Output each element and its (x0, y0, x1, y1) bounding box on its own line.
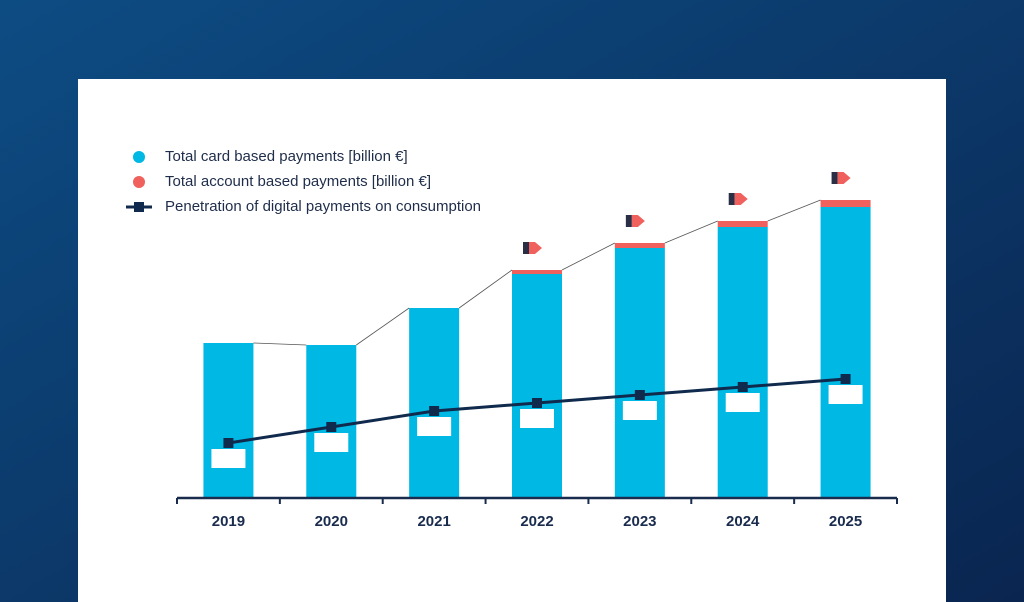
label-box (211, 449, 246, 468)
bar-segment (820, 207, 871, 498)
label-box (417, 417, 452, 436)
line-marker (326, 422, 337, 432)
arrow-icon (734, 193, 748, 205)
x-tick-label: 2021 (417, 513, 450, 530)
label-box (314, 433, 349, 452)
bar-segment (717, 227, 768, 498)
arrow-icon-tail (625, 215, 632, 227)
line-marker (634, 390, 645, 400)
bar-segment (512, 270, 562, 274)
x-tick-label: 2020 (315, 513, 348, 530)
x-tick-label: 2022 (520, 513, 553, 530)
legend-label: Total account based payments [billion €] (165, 173, 431, 190)
line-marker (737, 382, 748, 392)
x-tick-label: 2025 (829, 513, 862, 530)
bar-segment (614, 248, 665, 498)
line-marker (223, 438, 234, 448)
label-box (622, 401, 657, 420)
label-box (520, 409, 554, 428)
x-tick-label: 2024 (726, 513, 760, 530)
bar-segment (203, 343, 254, 498)
bar-segment (717, 221, 768, 227)
arrow-icon-tail (523, 242, 529, 254)
bar-segment (306, 345, 357, 498)
legend-label: Penetration of digital payments on consu… (165, 198, 481, 215)
bar-segment (614, 243, 665, 248)
line-marker (840, 374, 851, 384)
arrow-icon-tail (831, 172, 838, 184)
legend-marker (133, 176, 145, 188)
label-box (828, 385, 863, 404)
line-marker (429, 406, 440, 416)
arrow-icon-tail (728, 193, 735, 205)
legend-label: Total card based payments [billion €] (165, 148, 408, 165)
legend-marker (134, 202, 144, 212)
bar-segment (512, 274, 562, 498)
arrow-icon (529, 242, 542, 254)
label-box (725, 393, 760, 412)
bar-segment (820, 200, 871, 207)
legend-marker (133, 151, 145, 163)
x-tick-label: 2019 (212, 513, 245, 530)
x-tick-label: 2023 (623, 513, 656, 530)
bar-segment (409, 308, 460, 498)
arrow-icon (837, 172, 851, 184)
connector (253, 199, 821, 346)
line-marker (532, 398, 542, 408)
arrow-icon (631, 215, 645, 227)
